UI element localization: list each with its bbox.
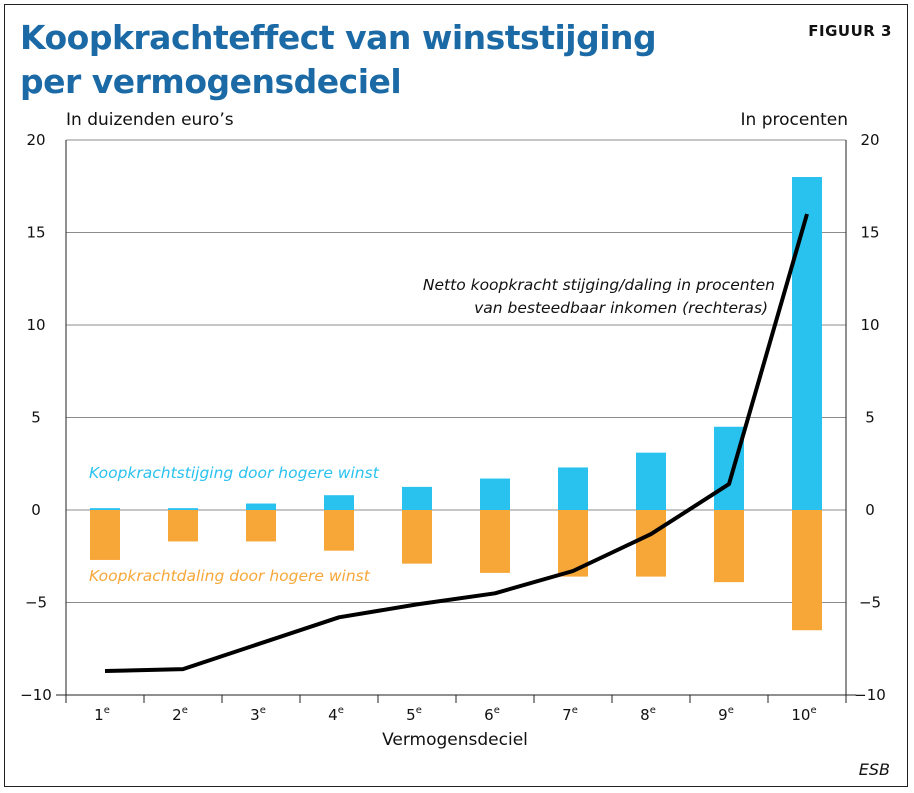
positive-bar (90, 508, 120, 510)
negative-bar (792, 510, 822, 631)
positive-bar (480, 478, 510, 510)
left-axis-unit: In duizenden euro’s (66, 110, 234, 130)
x-category-label: 4e (328, 705, 344, 724)
figure-frame (4, 4, 908, 787)
x-category-label: 6e (484, 705, 500, 724)
y-tick-left: 5 (31, 409, 41, 427)
y-tick-right: 5 (865, 409, 875, 427)
y-tick-left: −5 (25, 594, 47, 612)
line-annotation-line1: Netto koopkracht stijging/daling in proc… (423, 276, 775, 294)
y-tick-left: 20 (26, 131, 45, 149)
positive-bar (324, 495, 354, 510)
negative-bar (636, 510, 666, 577)
y-tick-left: −10 (20, 686, 52, 704)
x-category-label: 1e (94, 705, 110, 724)
positive-bar (246, 503, 276, 510)
y-tick-right: 20 (860, 131, 879, 149)
positive-bar (558, 467, 588, 510)
negative-bar (324, 510, 354, 551)
line-annotation-line2: van besteedbaar inkomen (rechteras) (474, 299, 768, 317)
axes (56, 140, 856, 703)
negative-bar (246, 510, 276, 542)
negative-bar (90, 510, 120, 560)
y-tick-labels: −10 −10 −5 −5 0 0 5 5 10 10 15 15 20 20 (20, 131, 886, 704)
y-tick-right: −5 (859, 594, 881, 612)
y-tick-left: 10 (26, 316, 45, 334)
x-category-label: 5e (406, 705, 422, 724)
y-tick-left: 15 (26, 224, 45, 242)
negative-series-label: Koopkrachtdaling door hogere winst (89, 567, 371, 585)
positive-bar (636, 452, 666, 510)
positive-bar (168, 508, 198, 510)
net-change-line (104, 213, 809, 673)
grid-lines (66, 139, 846, 603)
y-tick-right: 10 (860, 316, 879, 334)
chart-title: Koopkrachteffect van winststijging per v… (20, 18, 657, 101)
positive-bar (792, 177, 822, 510)
y-tick-right: 15 (860, 224, 879, 242)
negative-bar (402, 510, 432, 564)
y-tick-right: −10 (854, 686, 886, 704)
x-category-label: 9e (718, 705, 734, 724)
x-category-label: 2e (172, 705, 188, 724)
y-tick-right: 0 (865, 501, 875, 519)
negative-bar (714, 510, 744, 583)
positive-bar (714, 426, 744, 510)
y-tick-left: 0 (31, 501, 41, 519)
x-axis-label: Vermogensdeciel (382, 730, 528, 750)
x-category-label: 3e (250, 705, 266, 724)
positive-series-label: Koopkrachtstijging door hogere winst (89, 464, 380, 482)
source-label: ESB (858, 760, 890, 779)
right-axis-unit: In procenten (740, 110, 848, 130)
x-category-labels: 1e 2e 3e 4e 5e 6e 7e 8e 9e 10e (94, 705, 816, 724)
positive-bars (90, 177, 822, 510)
negative-bar (480, 510, 510, 573)
negative-bar (168, 510, 198, 542)
x-category-label: 7e (562, 705, 578, 724)
positive-bar (402, 486, 432, 510)
figure-label: FIGUUR 3 (808, 22, 892, 40)
x-category-label: 8e (640, 705, 656, 724)
x-category-label: 10e (791, 705, 816, 724)
